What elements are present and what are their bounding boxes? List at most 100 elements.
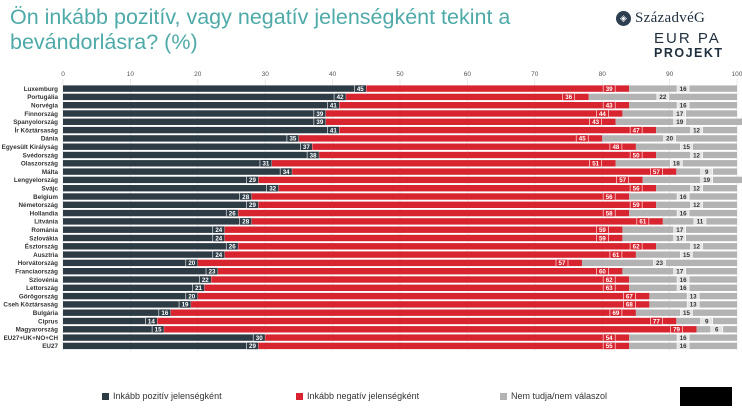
- bar-segment: [204, 284, 630, 291]
- bar-segment: [238, 243, 657, 250]
- x-tick-label: 30: [262, 71, 270, 78]
- value-label-bg: [609, 250, 623, 259]
- value-label: 12: [693, 152, 700, 159]
- value-label-bg: [596, 225, 609, 234]
- value-label: 12: [693, 127, 700, 134]
- value-label-bg: [680, 250, 693, 259]
- bar-segment: [63, 268, 219, 275]
- category-label: Ausztria: [33, 252, 58, 259]
- value-label-bg: [690, 200, 703, 209]
- value-label: 23: [656, 260, 663, 267]
- chart-title: Ön inkább pozitív, vagy negatív jelenség…: [10, 5, 511, 54]
- bar-segment: [63, 110, 326, 117]
- value-label-bg: [690, 151, 703, 159]
- value-label-bg: [700, 317, 713, 325]
- szazadveg-europa-projekt-logo: ◈ SzázadvéG EUR PA PROJEKT: [616, 10, 736, 72]
- value-label-bg: [653, 258, 666, 267]
- bar-segment: [63, 185, 279, 192]
- value-label: 62: [633, 244, 640, 251]
- value-label: 16: [680, 277, 687, 284]
- value-label: 17: [676, 227, 683, 234]
- value-label-bg: [676, 192, 690, 201]
- bar-segment: [63, 226, 225, 233]
- value-label-bg: [700, 176, 713, 184]
- bar-segment: [63, 201, 259, 208]
- value-label: 56: [633, 186, 640, 193]
- bar-segment: [211, 276, 630, 283]
- value-label: 17: [676, 235, 683, 242]
- value-label: 15: [683, 310, 690, 317]
- value-label-bg: [686, 292, 700, 300]
- value-label: 16: [680, 343, 687, 350]
- bar-segment: [170, 309, 636, 316]
- value-label: 24: [215, 227, 222, 234]
- logo-name: SzázadvéG: [635, 10, 706, 26]
- bar-segment: [197, 292, 650, 300]
- bar-segment: [63, 151, 320, 159]
- value-label: 20: [188, 293, 195, 300]
- category-label: Lettország: [26, 285, 58, 292]
- category-label: Luxemburg: [24, 86, 58, 93]
- legend-item-negative: Inkább negatív jelenségként: [296, 391, 419, 401]
- bar-segment: [366, 85, 630, 92]
- legend-label-neutral: Nem tudja/nem válaszol: [511, 391, 608, 401]
- value-label: 58: [606, 210, 613, 217]
- value-label-bg: [636, 217, 650, 226]
- value-label-bg: [673, 225, 687, 234]
- value-label: 44: [599, 111, 606, 118]
- bar-segment: [63, 259, 198, 267]
- x-tick-label: 40: [329, 71, 337, 78]
- bar-segment: [63, 334, 266, 341]
- value-label: 48: [612, 144, 619, 151]
- value-label-bg: [673, 117, 687, 126]
- bar-segment: [278, 185, 657, 192]
- redacted-signature: [680, 387, 732, 406]
- value-label: 55: [606, 343, 613, 350]
- value-label-bg: [673, 267, 687, 276]
- bar-segment: [63, 292, 198, 300]
- category-label: Finnország: [24, 111, 58, 118]
- value-label: 17: [676, 269, 683, 276]
- chart-legend: Inkább pozitív jelenségként Inkább negat…: [0, 391, 742, 405]
- x-tick-label: 100: [732, 71, 742, 78]
- logo-europa: EUR PA: [654, 30, 721, 47]
- value-label: 54: [606, 335, 613, 342]
- value-label-bg: [676, 333, 690, 342]
- value-label: 67: [626, 293, 633, 300]
- value-label: 45: [579, 136, 586, 143]
- value-label-bg: [676, 275, 690, 284]
- value-label-bg: [629, 200, 643, 209]
- bar-segment: [63, 126, 340, 134]
- bar-segment: [63, 276, 212, 283]
- bar-segment: [346, 93, 589, 101]
- category-label: Belgium: [33, 194, 58, 201]
- bar-segment: [63, 176, 259, 184]
- value-label: 20: [666, 136, 673, 143]
- value-label-bg: [686, 300, 700, 309]
- value-label: 61: [639, 219, 646, 226]
- category-label: Hollandia: [30, 210, 59, 217]
- value-label: 19: [676, 119, 683, 126]
- value-label: 42: [337, 94, 344, 101]
- x-tick-label: 70: [531, 71, 539, 78]
- bar-segment: [63, 209, 239, 217]
- value-label-bg: [589, 117, 602, 126]
- value-label: 68: [626, 302, 633, 309]
- value-label: 59: [599, 235, 606, 242]
- value-label: 6: [715, 327, 719, 334]
- value-label: 17: [676, 111, 683, 118]
- value-label: 37: [303, 144, 310, 151]
- value-label-bg: [602, 283, 616, 292]
- category-label: Svájc: [42, 186, 59, 193]
- x-tick-label: 20: [194, 71, 202, 78]
- bar-segment: [63, 309, 171, 316]
- x-tick-label: 10: [127, 71, 135, 78]
- bar-segment: [325, 118, 616, 125]
- value-label: 39: [316, 119, 323, 126]
- category-label: Svédország: [23, 152, 58, 159]
- value-label-bg: [629, 151, 643, 159]
- value-label: 60: [599, 269, 606, 276]
- bar-segment: [63, 243, 239, 250]
- value-label: 16: [680, 210, 687, 217]
- value-label-bg: [602, 341, 616, 350]
